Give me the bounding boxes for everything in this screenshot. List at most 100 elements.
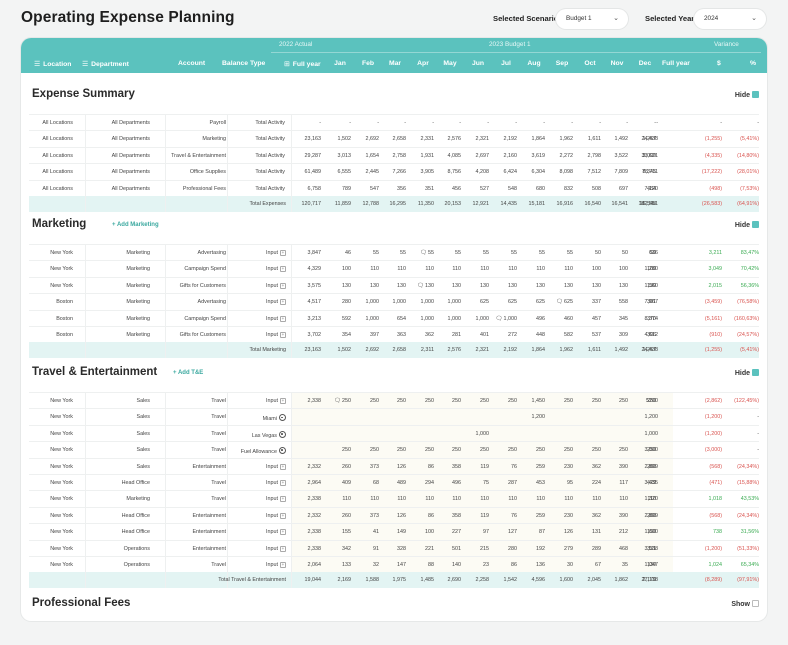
cell-month[interactable]: 1,654 bbox=[365, 152, 380, 159]
plus-box-icon[interactable]: + bbox=[280, 496, 286, 503]
cell-month[interactable]: 429 bbox=[647, 480, 656, 486]
cell-month[interactable]: 331 bbox=[647, 545, 656, 552]
cell-month[interactable]: 2,758 bbox=[392, 152, 407, 159]
cell-month[interactable]: 110 bbox=[480, 266, 489, 273]
cell-month[interactable]: 260 bbox=[647, 463, 656, 470]
cell-balance-type[interactable]: Input + bbox=[266, 545, 286, 552]
col-full-year-actual[interactable]: ⊞ Full year bbox=[284, 61, 321, 68]
cell-month[interactable]: 110 bbox=[592, 496, 601, 503]
cell-month[interactable]: - bbox=[487, 120, 489, 126]
cell-month[interactable]: 354 bbox=[342, 332, 351, 338]
cell-month[interactable]: 3,013 bbox=[337, 152, 352, 159]
cell-month[interactable]: 110 bbox=[619, 496, 628, 503]
cell-month[interactable]: 356 bbox=[397, 185, 406, 192]
cell-month[interactable]: 456 bbox=[452, 185, 461, 192]
cell-month[interactable]: 126 bbox=[397, 463, 406, 470]
cell-balance-type[interactable]: Input + bbox=[266, 299, 286, 306]
cell-month[interactable]: 86 bbox=[428, 512, 434, 519]
cell-month[interactable]: 55 bbox=[567, 250, 573, 256]
cell-month[interactable]: 250 bbox=[342, 447, 351, 454]
cell-month[interactable]: 2,192 bbox=[503, 136, 518, 143]
cell-month[interactable]: 1,502 bbox=[337, 136, 352, 143]
cell-month[interactable]: 7,512 bbox=[587, 169, 602, 176]
cell-month[interactable]: 250 bbox=[480, 398, 489, 404]
gear-icon[interactable] bbox=[279, 447, 286, 455]
cell-month[interactable]: 680 bbox=[536, 185, 545, 192]
cell-month[interactable]: 6,424 bbox=[503, 169, 518, 176]
cell-month[interactable]: 537 bbox=[592, 332, 601, 338]
cell-month[interactable]: 130 bbox=[619, 282, 628, 289]
cell-month[interactable]: 362 bbox=[592, 463, 601, 470]
cell-month[interactable]: 2,697 bbox=[475, 152, 490, 159]
cell-month[interactable]: 55 bbox=[511, 250, 517, 256]
cell-month[interactable]: 1,000 bbox=[447, 299, 462, 306]
cell-month[interactable]: 250 bbox=[425, 398, 434, 404]
cell-month[interactable]: 86 bbox=[428, 463, 434, 470]
cell-month[interactable]: 110 bbox=[452, 496, 461, 503]
cell-month[interactable]: 250 bbox=[592, 398, 601, 404]
cell-month[interactable]: 130 bbox=[397, 282, 406, 289]
cell-month[interactable]: 46 bbox=[345, 250, 351, 256]
cell-balance-type[interactable]: Input + bbox=[266, 282, 286, 289]
cell-month[interactable]: 110 bbox=[397, 266, 406, 273]
cell-month[interactable]: 2,658 bbox=[392, 136, 407, 143]
gear-icon[interactable] bbox=[279, 414, 286, 422]
cell-month[interactable]: 1,000 bbox=[420, 315, 435, 322]
col-department[interactable]: ☰ Department bbox=[82, 61, 129, 68]
cell-month[interactable]: 8,756 bbox=[447, 169, 462, 176]
cell-month[interactable]: 3,009 bbox=[642, 152, 657, 159]
cell-month[interactable]: 136 bbox=[536, 562, 545, 568]
cell-month[interactable]: 697 bbox=[619, 185, 628, 192]
cell-balance-type[interactable]: Input + bbox=[266, 332, 286, 338]
cell-month[interactable]: 625 bbox=[508, 299, 517, 306]
cell-month[interactable]: 250 bbox=[397, 447, 406, 454]
cell-month[interactable]: 41 bbox=[373, 529, 379, 536]
cell-month[interactable]: 351 bbox=[425, 185, 434, 192]
cell-month[interactable]: 55 bbox=[400, 250, 406, 256]
cell-month[interactable]: 76 bbox=[511, 512, 517, 519]
cell-month[interactable]: 272 bbox=[508, 332, 517, 338]
cell-month[interactable]: 130 bbox=[370, 282, 379, 289]
cell-month[interactable]: 453 bbox=[536, 480, 545, 486]
cell-month[interactable]: 625 bbox=[536, 299, 545, 306]
cell-month[interactable]: 4,208 bbox=[475, 169, 490, 176]
cell-month[interactable]: 1,000 bbox=[447, 315, 462, 322]
cell-balance-type[interactable]: Input + bbox=[266, 480, 286, 486]
cell-month[interactable]: 1,864 bbox=[531, 136, 546, 143]
cell-month[interactable]: 130 bbox=[508, 282, 517, 289]
cell-month[interactable]: 110 bbox=[564, 496, 573, 503]
cell-month[interactable]: 150 bbox=[647, 529, 656, 536]
cell-month[interactable]: 110 bbox=[370, 266, 379, 273]
cell-month[interactable]: 362 bbox=[425, 332, 434, 338]
cell-month[interactable]: 345 bbox=[619, 315, 628, 322]
cell-month[interactable]: 117 bbox=[619, 480, 628, 486]
cell-month[interactable]: 250 bbox=[647, 398, 656, 404]
cell-month[interactable]: 250 bbox=[564, 398, 573, 404]
cell-month[interactable]: 409 bbox=[342, 480, 351, 486]
cell-month[interactable]: 91 bbox=[373, 545, 379, 552]
cell-month[interactable]: 🗨250 bbox=[334, 398, 351, 404]
cell-month[interactable]: 155 bbox=[342, 529, 351, 536]
cell-month[interactable]: 55 bbox=[373, 250, 379, 256]
cell-month[interactable]: 119 bbox=[480, 512, 489, 519]
cell-month[interactable]: 279 bbox=[564, 545, 573, 552]
cell-month[interactable]: 88 bbox=[428, 562, 434, 568]
cell-month[interactable]: 1,000 bbox=[475, 315, 490, 322]
cell-month[interactable]: 2,798 bbox=[587, 152, 602, 159]
cell-month[interactable]: 2,692 bbox=[365, 136, 380, 143]
cell-month[interactable]: 224 bbox=[592, 480, 601, 486]
plus-box-icon[interactable]: + bbox=[280, 332, 286, 338]
cell-month[interactable]: 100 bbox=[647, 266, 656, 273]
cell-month[interactable]: 358 bbox=[452, 512, 461, 519]
cell-month[interactable]: 130 bbox=[647, 282, 656, 289]
section-toggle[interactable]: Hide bbox=[735, 369, 759, 377]
cell-month[interactable]: 126 bbox=[397, 512, 406, 519]
cell-month[interactable]: 250 bbox=[619, 447, 628, 454]
cell-month[interactable]: 1,000 bbox=[420, 299, 435, 306]
cell-balance-type[interactable]: Input + bbox=[266, 398, 286, 404]
cell-month[interactable]: 250 bbox=[370, 398, 379, 404]
cell-month[interactable]: 23 bbox=[483, 562, 489, 568]
cell-month[interactable]: 130 bbox=[452, 282, 461, 289]
cell-month[interactable]: 86 bbox=[511, 562, 517, 568]
cell-month[interactable]: 110 bbox=[536, 496, 545, 503]
